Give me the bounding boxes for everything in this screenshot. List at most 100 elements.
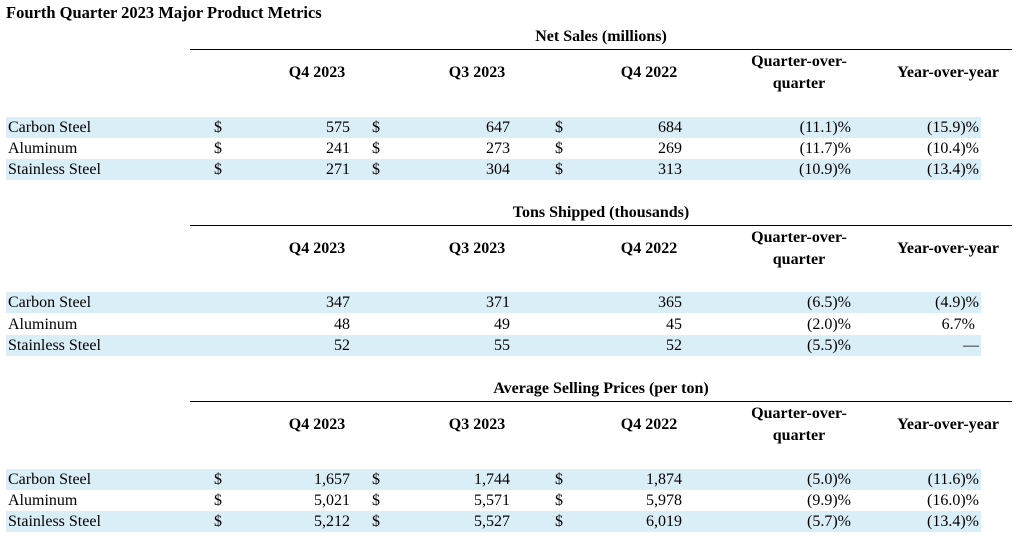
currency-symbol: $ [372, 119, 380, 136]
value-q4-2023: 1,657 [314, 471, 350, 488]
currency-symbol: $ [214, 492, 222, 509]
value-q4-2022: 313 [658, 161, 682, 178]
value-q3-2023: 1,744 [474, 471, 510, 488]
table-row: Stainless Steel $ 5,212 $ 5,527 $ 6,019 … [6, 511, 981, 532]
value-yoy: (16.0)% [927, 492, 979, 509]
value-q4-2023: 5,212 [314, 513, 350, 530]
value-q4-2022: 684 [658, 119, 682, 136]
value-qoq: (11.7)% [799, 140, 851, 157]
col-header-year-over-year: Year-over-year [897, 240, 999, 257]
section-rule [190, 49, 1012, 50]
report-title: Fourth Quarter 2023 Major Product Metric… [6, 3, 322, 22]
currency-symbol: $ [555, 161, 563, 178]
currency-symbol: $ [555, 471, 563, 488]
value-q4-2023: 241 [326, 140, 350, 157]
value-q3-2023: 55 [494, 337, 510, 354]
col-header-q3-2023: Q3 2023 [448, 240, 506, 257]
col-header-quarter-over-quarter: Quarter-over-quarter [751, 53, 847, 92]
value-q4-2022: 45 [666, 316, 682, 333]
value-q4-2022: 52 [666, 337, 682, 354]
value-q4-2023: 52 [334, 337, 350, 354]
value-q4-2022: 365 [658, 294, 682, 311]
col-header-year-over-year: Year-over-year [897, 64, 999, 81]
value-q4-2023: 575 [326, 119, 350, 136]
row-label: Aluminum [8, 140, 78, 157]
currency-symbol: $ [372, 161, 380, 178]
value-qoq: (2.0)% [807, 316, 851, 333]
col-header-q3-2023: Q3 2023 [448, 64, 506, 81]
value-q3-2023: 647 [486, 119, 510, 136]
value-qoq: (5.7)% [807, 513, 851, 530]
col-header-q4-2022: Q4 2022 [620, 240, 678, 257]
row-label: Aluminum [8, 492, 78, 509]
col-header-year-over-year: Year-over-year [897, 416, 999, 433]
currency-symbol: $ [372, 513, 380, 530]
table-row: Carbon Steel 347 371 365 (6.5)% (4.9)% [6, 292, 981, 313]
value-qoq: (11.1)% [799, 119, 851, 136]
value-q4-2022: 269 [658, 140, 682, 157]
row-label: Carbon Steel [8, 471, 92, 488]
currency-symbol: $ [214, 513, 222, 530]
value-qoq: (6.5)% [807, 294, 851, 311]
table-row: Aluminum 48 49 45 (2.0)% 6.7% [6, 314, 981, 335]
value-q4-2023: 5,021 [314, 492, 350, 509]
col-header-q4-2022: Q4 2022 [620, 416, 678, 433]
value-q3-2023: 304 [486, 161, 510, 178]
col-header-q4-2022: Q4 2022 [620, 64, 678, 81]
value-yoy: — [963, 337, 979, 354]
row-label: Carbon Steel [8, 294, 92, 311]
section-title: Net Sales (millions) [535, 28, 667, 45]
value-yoy: (15.9)% [927, 119, 979, 136]
currency-symbol: $ [214, 119, 222, 136]
value-q4-2022: 5,978 [646, 492, 682, 509]
value-yoy: (4.9)% [935, 294, 979, 311]
section-rule [190, 225, 1012, 226]
col-header-quarter-over-quarter: Quarter-over-quarter [751, 405, 847, 444]
currency-symbol: $ [214, 140, 222, 157]
col-header-q4-2023: Q4 2023 [288, 416, 346, 433]
value-qoq: (5.0)% [807, 471, 851, 488]
value-q3-2023: 371 [486, 294, 510, 311]
table-row: Carbon Steel $ 1,657 $ 1,744 $ 1,874 (5.… [6, 469, 981, 490]
currency-symbol: $ [372, 492, 380, 509]
row-label: Aluminum [8, 316, 78, 333]
table-row: Carbon Steel $ 575 $ 647 $ 684 (11.1)% (… [6, 117, 981, 138]
currency-symbol: $ [555, 119, 563, 136]
value-q4-2022: 6,019 [646, 513, 682, 530]
currency-symbol: $ [214, 471, 222, 488]
row-label: Stainless Steel [8, 513, 101, 530]
value-q3-2023: 273 [486, 140, 510, 157]
currency-symbol: $ [214, 161, 222, 178]
value-q4-2023: 48 [334, 316, 350, 333]
value-q4-2022: 1,874 [646, 471, 682, 488]
value-qoq: (9.9)% [807, 492, 851, 509]
section-title: Average Selling Prices (per ton) [493, 380, 709, 397]
col-header-q3-2023: Q3 2023 [448, 416, 506, 433]
section-title: Tons Shipped (thousands) [512, 204, 690, 221]
value-q3-2023: 5,571 [474, 492, 510, 509]
value-yoy: (10.4)% [927, 140, 979, 157]
col-header-quarter-over-quarter: Quarter-over-quarter [751, 229, 847, 268]
table-row: Aluminum $ 241 $ 273 $ 269 (11.7)% (10.4… [6, 138, 981, 159]
value-yoy: (11.6)% [927, 471, 979, 488]
value-q4-2023: 347 [326, 294, 350, 311]
col-header-q4-2023: Q4 2023 [288, 240, 346, 257]
value-q3-2023: 5,527 [474, 513, 510, 530]
value-q4-2023: 271 [326, 161, 350, 178]
currency-symbol: $ [555, 492, 563, 509]
value-qoq: (10.9)% [799, 161, 851, 178]
table-row: Stainless Steel 52 55 52 (5.5)% — [6, 335, 981, 356]
currency-symbol: $ [555, 140, 563, 157]
table-row: Stainless Steel $ 271 $ 304 $ 313 (10.9)… [6, 159, 981, 180]
value-yoy: 6.7% [941, 316, 979, 333]
currency-symbol: $ [372, 471, 380, 488]
currency-symbol: $ [372, 140, 380, 157]
col-header-q4-2023: Q4 2023 [288, 64, 346, 81]
value-q3-2023: 49 [494, 316, 510, 333]
value-yoy: (13.4)% [927, 513, 979, 530]
value-qoq: (5.5)% [807, 337, 851, 354]
currency-symbol: $ [555, 513, 563, 530]
section-rule [190, 401, 1012, 402]
value-yoy: (13.4)% [927, 161, 979, 178]
row-label: Carbon Steel [8, 119, 92, 136]
